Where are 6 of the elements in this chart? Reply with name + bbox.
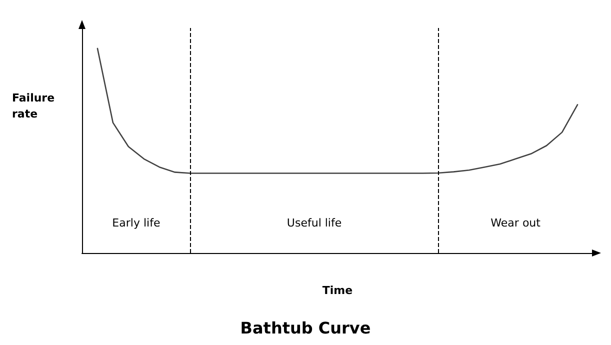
annotation: Wear out [490, 216, 542, 230]
y-axis-title: Failure rate [12, 92, 58, 120]
annotation: Early life [112, 216, 160, 230]
annotation: Useful life [286, 216, 342, 230]
x-axis-title: Time [322, 284, 353, 297]
text: Bathtub Curve [240, 318, 371, 338]
